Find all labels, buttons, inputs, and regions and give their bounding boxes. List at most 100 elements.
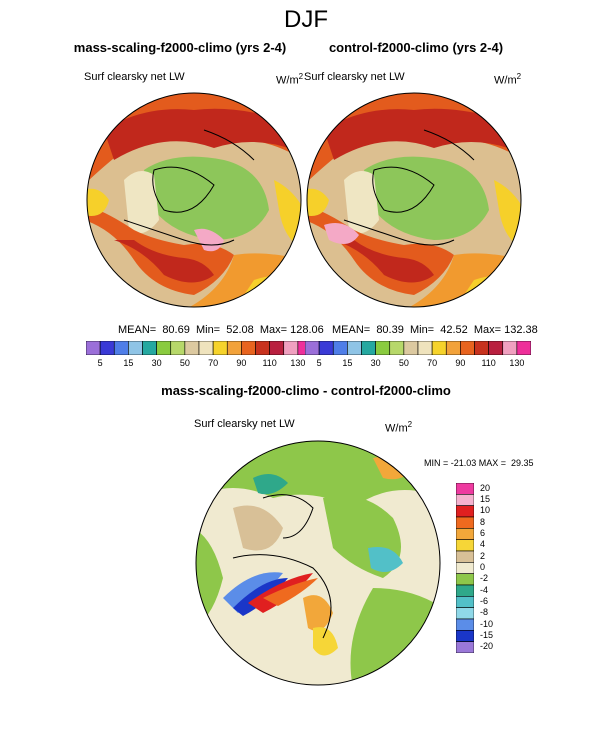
colorbar-swatch: [456, 550, 474, 563]
stats-diff: MIN = -21.03 MAX = 29.35: [424, 458, 534, 468]
colorbar-swatch: [456, 505, 474, 518]
colorbar-swatch: [332, 341, 348, 355]
colorbar-swatch: [403, 341, 419, 355]
colorbar-swatch: [456, 596, 474, 608]
unit-base-diff: W/m: [385, 422, 408, 435]
unit-exp-right: 2: [516, 72, 522, 81]
colorbar-tick-label: -6: [480, 596, 489, 606]
colorbar-tick-label: 20: [480, 482, 491, 493]
colorbar-tick-label: -20: [480, 641, 494, 652]
colorbar-swatch: [142, 341, 157, 355]
colorbar-swatch: [113, 341, 129, 355]
colorbar-swatch: [128, 341, 143, 355]
colorbar-swatch: [474, 341, 489, 355]
colorbar-tick-label: 4: [480, 539, 486, 550]
colorbar-tick-label: 6: [480, 528, 486, 538]
colorbar-swatch: [283, 341, 299, 355]
colorbar-swatch: [417, 341, 433, 355]
colorbar-swatch: [255, 341, 270, 355]
variable-label-left: Surf clearsky net LW: [84, 71, 185, 83]
unit-label-diff: W/m2: [385, 420, 412, 435]
colorbar-swatch: [198, 341, 214, 355]
colorbar-tick-label: -10: [480, 618, 494, 629]
colorbar-swatch: [99, 341, 115, 355]
colorbar-tick-label: 90: [236, 358, 247, 368]
colorbar-left-labels: 5 15 30 50 70 90 110 130: [86, 358, 312, 370]
colorbar-right-labels: 5 15 30 50 70 90 110 130: [305, 358, 531, 370]
figure-title: DJF: [284, 6, 328, 33]
colorbar-swatch: [305, 341, 320, 355]
colorbar-swatch: [456, 528, 474, 540]
colorbar-tick-label: 5: [316, 358, 322, 368]
colorbar-swatch: [269, 341, 285, 355]
unit-label-left: W/m2: [276, 72, 303, 87]
colorbar-swatch: [375, 341, 391, 355]
colorbar-swatch: [226, 341, 242, 355]
colorbar-tick-label: -2: [480, 573, 489, 584]
colorbar-swatch: [212, 341, 228, 355]
colorbar-swatch: [456, 562, 474, 574]
unit-exp-diff: 2: [407, 420, 413, 429]
colorbar-tick-label: 15: [480, 494, 491, 504]
colorbar-swatch: [456, 539, 474, 552]
unit-base-left: W/m: [276, 74, 299, 87]
colorbar-swatch: [456, 483, 474, 495]
colorbar-tick-label: -15: [480, 630, 494, 640]
map-difference: [195, 440, 441, 686]
colorbar-left: [86, 341, 312, 355]
colorbar-swatch: [456, 618, 474, 631]
colorbar-swatch: [431, 341, 447, 355]
colorbar-tick-label: 10: [480, 505, 491, 516]
colorbar-tick-label: 110: [262, 358, 277, 368]
colorbar-tick-label: 2: [480, 550, 486, 561]
map-mass-scaling: [86, 92, 302, 308]
panel-title-left: mass-scaling-f2000-climo (yrs 2-4): [73, 40, 287, 55]
colorbar-tick-label: 70: [427, 358, 438, 368]
variable-label-diff: Surf clearsky net LW: [194, 418, 295, 430]
colorbar-swatch: [460, 341, 475, 355]
map-control: [306, 92, 522, 308]
colorbar-swatch: [361, 341, 376, 355]
panel-title-right: control-f2000-climo (yrs 2-4): [328, 40, 504, 55]
colorbar-tick-label: 130: [290, 358, 306, 368]
colorbar-swatch: [502, 341, 518, 355]
colorbar-tick-label: 8: [480, 516, 486, 527]
colorbar-swatch: [456, 607, 474, 620]
colorbar-tick-label: 130: [509, 358, 525, 368]
colorbar-swatch: [170, 341, 186, 355]
colorbar-tick-label: 15: [123, 358, 134, 368]
colorbar-swatch: [156, 341, 172, 355]
colorbar-swatch: [456, 630, 474, 642]
colorbar-swatch: [456, 494, 474, 506]
diff-title: mass-scaling-f2000-climo - control-f2000…: [161, 383, 451, 398]
colorbar-tick-label: 15: [342, 358, 353, 368]
colorbar-tick-label: -4: [480, 584, 489, 595]
colorbar-tick-label: 30: [151, 358, 162, 368]
colorbar-swatch: [456, 516, 474, 529]
variable-label-right: Surf clearsky net LW: [304, 71, 405, 83]
colorbar-tick-label: 90: [455, 358, 466, 368]
colorbar-right: [305, 341, 531, 355]
colorbar-swatch: [184, 341, 200, 355]
colorbar-tick-label: 50: [179, 358, 190, 368]
colorbar-tick-label: 110: [481, 358, 496, 368]
unit-exp-left: 2: [298, 72, 304, 81]
colorbar-tick-label: 0: [480, 562, 486, 572]
colorbar-swatch: [389, 341, 405, 355]
colorbar-swatch: [445, 341, 461, 355]
colorbar-diff-labels: 20 15 10 8 6 4 2 0 -2 -4 -6 -8 -10 -15 -20: [480, 483, 510, 653]
stats-right: MEAN= 80.39 Min= 42.52 Max= 132.38: [332, 324, 538, 336]
colorbar-swatch: [347, 341, 362, 355]
colorbar-swatch: [318, 341, 334, 355]
colorbar-tick-label: 70: [208, 358, 219, 368]
stats-left: MEAN= 80.69 Min= 52.08 Max= 128.06: [118, 324, 324, 336]
unit-label-right: W/m2: [494, 72, 521, 87]
colorbar-swatch: [488, 341, 504, 355]
colorbar-diff: [456, 483, 474, 653]
colorbar-swatch: [86, 341, 101, 355]
colorbar-swatch: [516, 341, 531, 355]
unit-base-right: W/m: [494, 74, 517, 87]
colorbar-swatch: [456, 573, 474, 586]
colorbar-swatch: [456, 584, 474, 597]
colorbar-tick-label: 5: [97, 358, 103, 368]
